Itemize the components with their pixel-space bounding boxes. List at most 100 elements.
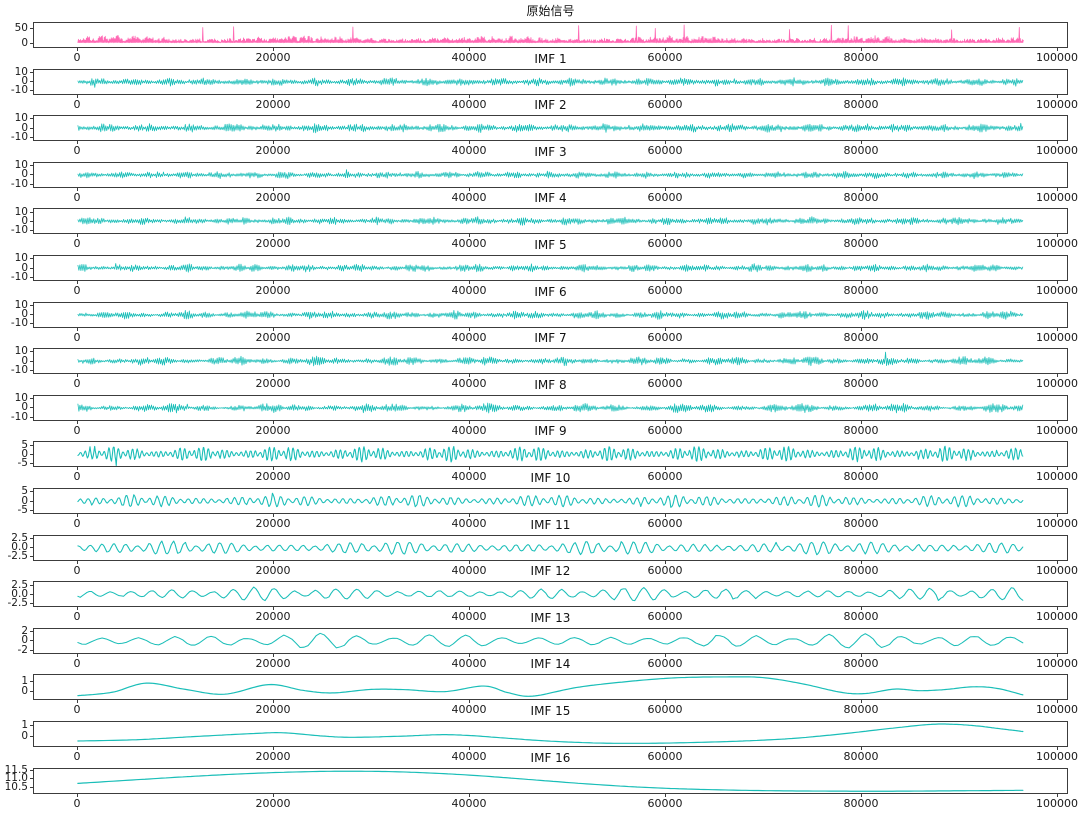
- y-tick-mark: [30, 127, 33, 129]
- signal-trace: [77, 770, 1024, 792]
- y-tick-mark: [30, 81, 33, 83]
- y-tick-label: 10: [14, 298, 28, 311]
- x-tick-mark: [1057, 607, 1058, 611]
- signal-trace: [77, 446, 1024, 467]
- y-tick-label: -10: [10, 130, 28, 143]
- x-tick-label: 20000: [255, 517, 291, 530]
- x-tick-mark: [861, 327, 862, 331]
- y-tick-label: 0.0: [11, 541, 28, 554]
- x-tick-mark: [665, 467, 666, 471]
- x-tick-mark: [77, 653, 78, 657]
- x-tick-mark: [77, 374, 78, 378]
- x-tick-label: 60000: [647, 377, 683, 391]
- x-tick-label: 0: [73, 51, 81, 64]
- x-tick-mark: [665, 327, 666, 331]
- y-tick-mark: [30, 276, 33, 278]
- x-tick-mark: [273, 187, 274, 191]
- signal-trace: [77, 540, 1024, 555]
- x-tick-mark: [469, 187, 470, 191]
- plot-axes: [33, 721, 1068, 747]
- x-tick-label: 100000: [1036, 423, 1078, 437]
- y-tick-mark: [30, 28, 33, 30]
- y-tick-label: -10: [10, 317, 28, 330]
- x-tick-label: 80000: [843, 284, 879, 297]
- x-tick-label: 100000: [1036, 330, 1078, 344]
- x-tick-mark: [861, 187, 862, 191]
- y-tick-label: 10: [14, 158, 28, 171]
- y-tick-label: 10: [14, 391, 28, 404]
- plot-axes: [33, 22, 1068, 48]
- x-tick-label: 100000: [1036, 190, 1078, 204]
- y-tick-label: -10: [10, 410, 28, 423]
- x-tick-label: 60000: [647, 470, 683, 484]
- y-tick-label: 10: [14, 112, 28, 125]
- x-tick-label: 0: [73, 517, 81, 530]
- x-tick-label: 0: [73, 423, 81, 437]
- x-tick-mark: [861, 234, 862, 238]
- y-tick-mark: [30, 491, 33, 493]
- plot-axes: [33, 394, 1068, 421]
- x-tick-label: 80000: [843, 144, 879, 158]
- x-tick-label: 60000: [647, 237, 683, 251]
- subplot-title: IMF 8: [534, 377, 567, 392]
- subplot-title: IMF 3: [534, 144, 567, 159]
- subplot-title: IMF 16: [530, 750, 571, 765]
- x-tick-label: 40000: [451, 284, 487, 297]
- x-tick-mark: [273, 700, 274, 704]
- x-tick-mark: [861, 48, 862, 51]
- x-tick-mark: [273, 747, 274, 750]
- subplot-title: IMF 14: [530, 657, 571, 672]
- subplot-imf-11: IMF 11 2.5 0.0 -2.5 0 20000 40000 60000 80000 10…: [0, 518, 1080, 582]
- x-tick-label: 20000: [255, 750, 291, 763]
- x-tick-label: 0: [73, 796, 81, 810]
- x-tick-label: 40000: [451, 330, 487, 344]
- y-tick-mark: [30, 509, 33, 511]
- x-tick-label: 60000: [647, 517, 683, 530]
- x-tick-mark: [861, 653, 862, 657]
- subplot-imf-2: IMF 2 10 0 -10 0 20000 40000 60000 80000 100000: [0, 98, 1080, 162]
- y-tick-mark: [30, 304, 33, 306]
- y-tick-label: 5: [21, 485, 28, 498]
- y-tick-mark: [30, 416, 33, 418]
- x-tick-mark: [77, 234, 78, 238]
- y-tick-label: 10.5: [4, 780, 28, 793]
- y-tick-label: 1: [21, 719, 28, 732]
- subplot-title: IMF 12: [530, 564, 571, 579]
- y-tick-mark: [30, 593, 33, 595]
- x-tick-label: 80000: [843, 517, 879, 530]
- y-tick-label: 0.0: [11, 587, 28, 600]
- x-tick-mark: [77, 467, 78, 471]
- x-tick-mark: [1057, 281, 1058, 284]
- subplot-title: IMF 9: [534, 424, 567, 439]
- y-tick-label: 10: [14, 252, 28, 265]
- subplot-original-signal: 50 0 0 20000 40000 60000 80000 100000: [0, 5, 1080, 69]
- signal-trace: [77, 632, 1024, 649]
- x-tick-label: 0: [73, 97, 81, 111]
- signal-trace: [77, 169, 1024, 179]
- x-tick-mark: [273, 141, 274, 145]
- x-tick-mark: [665, 653, 666, 657]
- y-tick-label: 0: [21, 75, 28, 88]
- x-tick-mark: [469, 94, 470, 98]
- y-tick-mark: [30, 736, 33, 738]
- y-tick-mark: [30, 258, 33, 260]
- y-tick-label: -10: [10, 363, 28, 376]
- y-tick-label: 0: [21, 354, 28, 367]
- x-tick-mark: [1057, 187, 1058, 191]
- x-tick-mark: [1057, 94, 1058, 98]
- y-tick-label: 0: [21, 214, 28, 227]
- x-tick-mark: [273, 281, 274, 284]
- x-tick-mark: [77, 420, 78, 424]
- x-tick-label: 40000: [451, 656, 487, 670]
- x-tick-mark: [665, 281, 666, 284]
- signal-trace: [77, 723, 1024, 744]
- y-tick-label: -5: [17, 503, 28, 516]
- plot-axes: [33, 68, 1068, 95]
- plot-axes: [33, 301, 1068, 328]
- y-tick-mark: [30, 351, 33, 353]
- y-tick-mark: [30, 680, 33, 682]
- x-tick-label: 0: [73, 284, 81, 297]
- x-tick-label: 0: [73, 237, 81, 251]
- x-tick-label: 20000: [255, 284, 291, 297]
- x-tick-label: 100000: [1036, 97, 1078, 111]
